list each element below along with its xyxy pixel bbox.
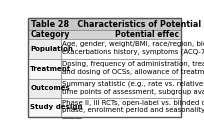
Text: Table 28   Characteristics of Potential Treatment Effect Mod: Table 28 Characteristics of Potential Tr… [31, 20, 204, 29]
Text: Category: Category [30, 30, 70, 39]
Text: Phase II, III RCTs, open-label vs. blinded design, b
phase, enrolment period and: Phase II, III RCTs, open-label vs. blind… [62, 100, 204, 121]
Bar [61, 79, 181, 98]
Bar [28, 30, 61, 39]
Text: Age, gender, weight/BMI, race/region, biomarkers
exacerbations history, symptoms: Age, gender, weight/BMI, race/region, bi… [62, 41, 204, 55]
Bar [61, 39, 181, 59]
Text: Outcomes: Outcomes [30, 85, 70, 91]
Text: Treatment: Treatment [30, 66, 71, 72]
Bar [28, 79, 61, 98]
Bar [61, 59, 181, 79]
Bar [28, 98, 61, 117]
Bar [28, 18, 181, 30]
Text: Dosing, frequency of administration, treatment dur
and dosing of OCSs, allowance: Dosing, frequency of administration, tre… [62, 61, 204, 75]
Text: Potential effec: Potential effec [115, 30, 179, 39]
Text: Summary statistic (e.g., rate vs. relative risk), base
time points of assessment: Summary statistic (e.g., rate vs. relati… [62, 80, 204, 95]
Bar [28, 59, 61, 79]
Bar [61, 30, 181, 39]
Text: Population: Population [30, 46, 73, 52]
Text: Study design: Study design [30, 104, 83, 110]
Bar [61, 98, 181, 117]
Bar [28, 39, 61, 59]
